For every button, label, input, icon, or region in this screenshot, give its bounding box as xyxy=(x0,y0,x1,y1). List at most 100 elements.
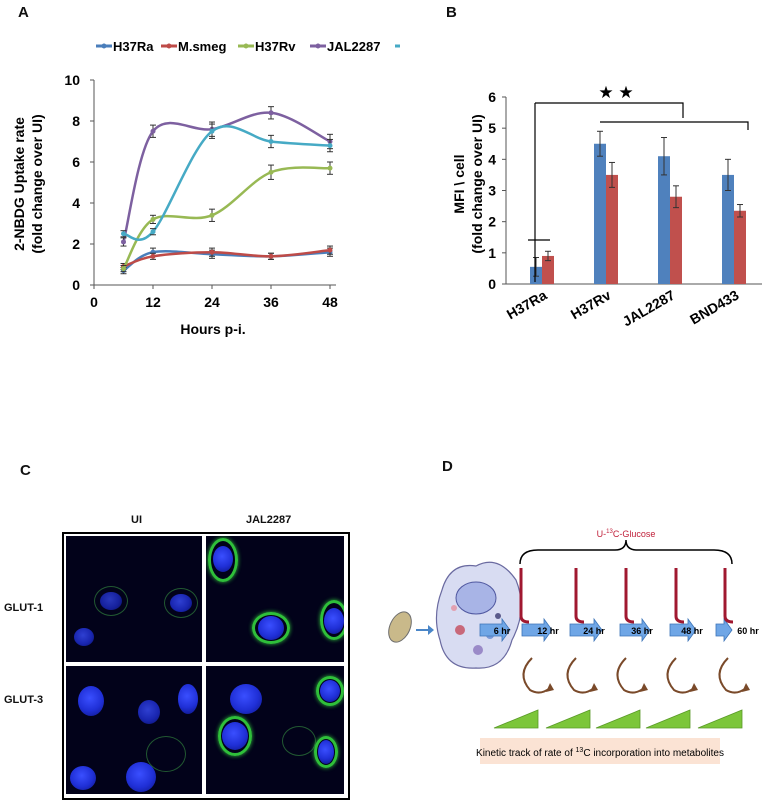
series-line-bnd433 xyxy=(123,124,331,242)
col-label-ui: UI xyxy=(131,514,142,526)
bar xyxy=(722,174,734,284)
y-tick-label: 6 xyxy=(72,154,80,170)
y-tick-label: 6 xyxy=(488,89,496,105)
timeline-arrow xyxy=(521,617,553,643)
glucose-label: U-13C-Glucose xyxy=(597,529,656,539)
x-axis-label: Hours p-i. xyxy=(180,321,245,337)
legend-marker xyxy=(166,43,172,49)
data-point xyxy=(209,249,215,255)
y-axis-label-line2: (fold change over UI) xyxy=(29,114,45,253)
rate-wedge xyxy=(697,709,743,729)
bar xyxy=(542,255,554,284)
caption-text: Kinetic track of rate of 13C incorporati… xyxy=(476,747,724,759)
bar xyxy=(734,210,746,284)
panel-letter-c: C xyxy=(20,462,31,479)
legend-entry: M.smeg xyxy=(178,39,226,54)
y-tick-label: 3 xyxy=(488,183,496,199)
category-label: H37Ra xyxy=(504,287,550,323)
micrograph-jal2287-glut1 xyxy=(206,536,344,662)
glut-microscopy-panel: UI JAL2287 GLUT-1 GLUT-3 xyxy=(0,470,380,800)
y-tick-label: 1 xyxy=(488,245,496,261)
caption-box xyxy=(480,738,720,764)
curved-arrowhead xyxy=(690,683,698,692)
data-point xyxy=(121,231,126,237)
data-point xyxy=(209,128,215,134)
micrograph-ui-glut1 xyxy=(66,536,202,662)
col-label-jal2287: JAL2287 xyxy=(246,514,292,526)
significance-stars: ★ ★ xyxy=(598,83,633,102)
data-point xyxy=(268,139,274,144)
curved-arrow xyxy=(616,657,645,694)
data-point xyxy=(121,239,126,245)
schematic-svg: U-13C-Glucose 6 hr 12 hr 24 hr 36 hr 48 hr 60… xyxy=(388,529,759,764)
y-tick-label: 8 xyxy=(72,113,80,129)
data-point xyxy=(327,247,333,253)
kinetic-schematic-panel: U-13C-Glucose 6 hr 12 hr 24 hr 36 hr 48 hr 60… xyxy=(380,470,780,800)
y-tick-label: 2 xyxy=(72,236,80,252)
legend-marker xyxy=(101,43,107,49)
macrophage-icon xyxy=(435,561,522,669)
y-tick-label: 4 xyxy=(488,151,496,167)
y-axis-label-line1: MFI \ cell xyxy=(451,154,467,213)
x-tick-label: 36 xyxy=(263,294,279,310)
glucose-hook xyxy=(723,568,734,624)
timepoint-label: 48 hr xyxy=(681,626,703,636)
panel-letter-a: A xyxy=(18,4,29,21)
x-tick-label: 48 xyxy=(322,294,338,310)
timeline-arrow xyxy=(479,617,511,643)
y-tick-label: 4 xyxy=(72,195,80,211)
bar xyxy=(594,143,606,284)
curved-arrow xyxy=(718,657,747,694)
y-tick-label: 2 xyxy=(488,214,496,230)
rate-wedge xyxy=(545,709,591,729)
y-tick-label: 0 xyxy=(72,277,80,293)
data-point xyxy=(150,128,156,134)
curved-arrow xyxy=(666,657,695,694)
glucose-hook xyxy=(519,568,530,624)
rate-wedge xyxy=(595,709,641,729)
micrograph-ui-glut3 xyxy=(66,666,202,794)
timepoint-label: 36 hr xyxy=(631,626,653,636)
glucose-hook xyxy=(674,568,685,624)
timepoint-label: 24 hr xyxy=(583,626,605,636)
curved-arrow xyxy=(522,657,551,694)
microscopy-frame xyxy=(62,532,350,800)
timeline-arrow xyxy=(669,617,697,643)
row-label-glut1: GLUT-1 xyxy=(4,602,44,614)
y-axis-label-line1: 2-NBDG Uptake rate xyxy=(11,117,27,251)
row-label-glut3: GLUT-3 xyxy=(4,694,44,706)
y-tick-label: 10 xyxy=(64,72,80,88)
rate-wedge xyxy=(493,709,539,729)
bar xyxy=(658,156,670,284)
data-point xyxy=(268,169,274,175)
data-point xyxy=(121,266,126,272)
glucose-brace xyxy=(519,539,733,565)
legend-entry: H37Ra xyxy=(113,39,154,54)
curved-arrowhead xyxy=(742,683,750,692)
timepoint-label: 60 hr xyxy=(737,626,759,636)
legend-entry: H37Rv xyxy=(255,39,296,54)
panel-letter-d: D xyxy=(442,458,453,475)
rate-wedge xyxy=(645,709,691,729)
data-point xyxy=(327,165,333,171)
panel-letter-b: B xyxy=(446,4,457,21)
micrograph-jal2287-glut3 xyxy=(206,666,344,794)
legend-marker xyxy=(243,43,249,49)
data-point xyxy=(327,143,333,149)
glucose-hook xyxy=(624,568,635,624)
timepoint-label: 6 hr xyxy=(494,626,511,636)
data-point xyxy=(150,216,156,222)
x-tick-label: 12 xyxy=(145,294,161,310)
uptake-line-chart: 2-NBDG Uptake rate (fold change over UI)… xyxy=(11,39,400,337)
y-tick-label: 5 xyxy=(488,120,496,136)
data-point xyxy=(268,253,274,259)
x-tick-label: 24 xyxy=(204,294,220,310)
curved-arrowhead xyxy=(546,683,554,692)
significance-bracket xyxy=(535,102,684,118)
curved-arrowhead xyxy=(590,683,598,692)
category-label: JAL2287 xyxy=(620,287,678,330)
curved-arrow xyxy=(566,657,595,694)
mfi-bar-chart: MFI \ cell (fold change over UI) 0 1 2 3 4 5 6… xyxy=(451,83,762,330)
data-point xyxy=(150,229,156,235)
